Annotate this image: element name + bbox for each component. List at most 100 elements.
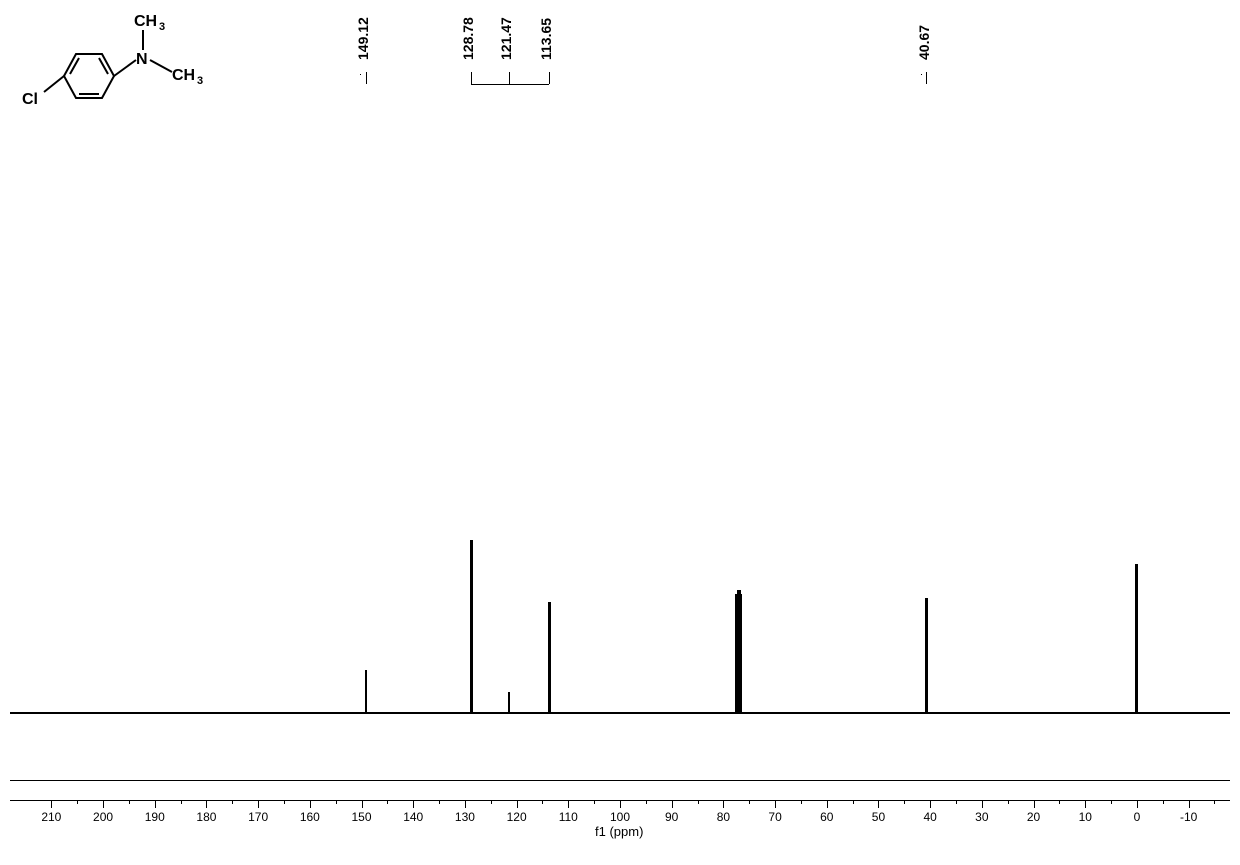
- spectrum-peak: [508, 692, 510, 712]
- axis-tick: [620, 800, 621, 808]
- axis-minor-tick: [387, 800, 388, 804]
- axis-tick-label: 120: [507, 810, 527, 824]
- axis-minor-tick: [1008, 800, 1009, 804]
- axis-minor-tick: [232, 800, 233, 804]
- peak-value-label: 113.65: [538, 18, 554, 60]
- spectrum-peak: [1135, 564, 1138, 712]
- svg-text:N: N: [136, 51, 148, 68]
- axis-tick: [672, 800, 673, 808]
- peak-single-marker: [921, 74, 922, 75]
- axis-tick-label: 30: [975, 810, 988, 824]
- peak-marker-line: [471, 72, 472, 84]
- axis-top-line: [10, 780, 1230, 781]
- svg-text:3: 3: [197, 75, 203, 87]
- axis-tick-label: 130: [455, 810, 475, 824]
- spectrum-baseline: [10, 712, 1230, 714]
- peak-value-label: 121.47: [498, 17, 514, 60]
- peak-marker-line: [366, 72, 367, 84]
- axis-tick-label: 110: [559, 810, 578, 824]
- axis-tick-label: 50: [872, 810, 885, 824]
- axis-tick: [1034, 800, 1035, 808]
- peak-marker-line: [549, 72, 550, 84]
- axis-tick: [775, 800, 776, 808]
- spectrum-peak: [470, 540, 473, 712]
- peak-value-label: 40.67: [916, 25, 932, 60]
- axis-tick-label: 70: [768, 810, 781, 824]
- axis-tick-label: 140: [403, 810, 423, 824]
- axis-minor-tick: [1111, 800, 1112, 804]
- axis-minor-tick: [491, 800, 492, 804]
- spectrum-peak: [738, 594, 742, 712]
- axis-tick: [878, 800, 879, 808]
- axis-tick: [517, 800, 518, 808]
- peak-single-marker: [360, 74, 361, 75]
- peak-marker-line: [926, 72, 927, 84]
- axis-minor-tick: [956, 800, 957, 804]
- axis-minor-tick: [1214, 800, 1215, 804]
- axis-tick-label: 10: [1079, 810, 1092, 824]
- axis-minor-tick: [594, 800, 595, 804]
- axis-tick-label: 200: [93, 810, 113, 824]
- axis-minor-tick: [129, 800, 130, 804]
- axis-tick: [1137, 800, 1138, 808]
- peak-value-label: 128.78: [460, 17, 476, 60]
- svg-text:3: 3: [159, 21, 165, 33]
- axis-tick: [1189, 800, 1190, 808]
- axis-tick-label: 40: [923, 810, 936, 824]
- peak-group-bracket: [471, 84, 549, 85]
- svg-text:CH: CH: [134, 13, 157, 30]
- axis-minor-tick: [1059, 800, 1060, 804]
- axis-tick: [465, 800, 466, 808]
- axis-minor-tick: [749, 800, 750, 804]
- axis-tick: [1085, 800, 1086, 808]
- axis-tick-label: 80: [717, 810, 730, 824]
- axis-title: f1 (ppm): [595, 824, 643, 839]
- axis-tick: [413, 800, 414, 808]
- spectrum-peak: [548, 602, 551, 712]
- axis-tick: [206, 800, 207, 808]
- axis-tick: [930, 800, 931, 808]
- axis-tick-label: 0: [1134, 810, 1141, 824]
- axis-tick-label: 60: [820, 810, 833, 824]
- axis-tick-label: 180: [196, 810, 216, 824]
- axis-minor-tick: [542, 800, 543, 804]
- molecule-structure: Cl N CH 3 CH 3: [14, 6, 214, 136]
- axis-tick-label: 210: [41, 810, 61, 824]
- axis-minor-tick: [853, 800, 854, 804]
- axis-tick: [103, 800, 104, 808]
- axis-tick-label: 90: [665, 810, 678, 824]
- axis-tick: [310, 800, 311, 808]
- peak-value-label: 149.12: [355, 17, 371, 60]
- axis-tick: [362, 800, 363, 808]
- axis-tick-label: -10: [1180, 810, 1197, 824]
- axis-tick-label: 100: [610, 810, 630, 824]
- axis-tick: [258, 800, 259, 808]
- axis-tick-label: 160: [300, 810, 320, 824]
- axis-tick-label: 20: [1027, 810, 1040, 824]
- svg-text:CH: CH: [172, 67, 195, 84]
- nmr-spectrum: Cl N CH 3 CH 3 149.12 128.78 121.47 113.65 4…: [0, 0, 1240, 865]
- axis-tick: [723, 800, 724, 808]
- axis-minor-tick: [1163, 800, 1164, 804]
- axis-tick: [155, 800, 156, 808]
- axis-minor-tick: [284, 800, 285, 804]
- axis-tick: [568, 800, 569, 808]
- axis-minor-tick: [77, 800, 78, 804]
- axis-minor-tick: [904, 800, 905, 804]
- axis-tick-label: 150: [352, 810, 372, 824]
- axis-minor-tick: [336, 800, 337, 804]
- axis-tick: [51, 800, 52, 808]
- svg-text:Cl: Cl: [22, 91, 38, 108]
- axis-tick: [827, 800, 828, 808]
- axis-minor-tick: [698, 800, 699, 804]
- axis-minor-tick: [181, 800, 182, 804]
- peak-marker-line: [509, 72, 510, 84]
- axis-minor-tick: [801, 800, 802, 804]
- spectrum-peak: [925, 598, 928, 712]
- spectrum-peak: [365, 670, 367, 712]
- axis-minor-tick: [646, 800, 647, 804]
- axis-tick: [982, 800, 983, 808]
- axis-minor-tick: [439, 800, 440, 804]
- axis-tick-label: 190: [145, 810, 165, 824]
- axis-tick-label: 170: [248, 810, 268, 824]
